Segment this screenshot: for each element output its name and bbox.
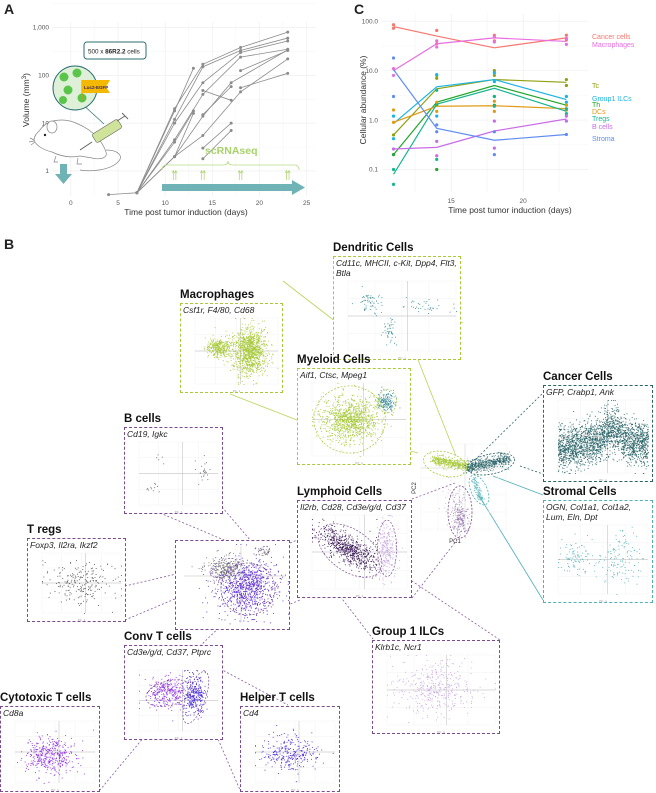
ilc-pca-scatter: PC_1 <box>373 641 501 735</box>
scatter-points <box>312 515 403 585</box>
scatter-points <box>558 400 649 474</box>
cancer-pca-scatter: PC_1 <box>544 386 654 483</box>
stromal-cluster-title: Stromal Cells <box>543 486 617 498</box>
bcells-pca-scatter: PC_1 <box>125 428 224 515</box>
scatter-points <box>17 730 94 784</box>
cytotoxic-pca-scatter: PC_1 <box>1 707 101 793</box>
tregs-cluster-title: T regs <box>27 524 62 536</box>
cancer-cluster-title: Cancer Cells <box>543 371 613 383</box>
pc2-axis-label: PC2 <box>412 482 418 494</box>
connector-line <box>230 394 297 420</box>
macrophages-pca-scatter: PC_1 <box>181 304 284 394</box>
svg-text:PC_1: PC_1 <box>398 356 406 360</box>
dendritic-pca-scatter: PC_1 <box>334 257 462 361</box>
central-pca-plot: PC1 PC2 <box>405 440 515 550</box>
bcells-cluster-title: B cells <box>124 413 161 425</box>
t-cell-overview-panel <box>175 540 290 630</box>
tregs-pca-scatter: PC_1 <box>28 539 127 623</box>
macrophages-cluster-title: Macrophages <box>180 289 254 301</box>
helper-cluster-title: Helper T cells <box>240 692 315 704</box>
scatter-points <box>255 725 334 782</box>
ilc-cluster-title: Group 1 ILCs <box>372 626 444 638</box>
scatter-points <box>558 527 644 595</box>
svg-text:PC_1: PC_1 <box>233 389 241 393</box>
scatter-points <box>192 544 289 629</box>
lymphoid-pca-scatter: PC_1 <box>298 501 413 599</box>
scatter-points <box>204 318 279 385</box>
convt-cluster-title: Conv T cells <box>124 631 192 643</box>
svg-text:PC_1: PC_1 <box>599 478 607 482</box>
dendritic-cluster-title: Dendritic Cells <box>333 242 414 254</box>
lymphoid-cluster-title: Lymphoid Cells <box>297 486 382 498</box>
t-cell-overview-scatter <box>176 541 291 631</box>
helper-pca-scatter: PC_1 <box>241 707 341 793</box>
svg-text:PC_1: PC_1 <box>355 461 363 465</box>
scatter-points <box>312 383 400 457</box>
convt-pca-scatter: PC_1 <box>125 646 224 741</box>
scatter-points <box>139 670 208 721</box>
stromal-pca-scatter: PC_1 <box>544 501 654 604</box>
myeloid-pca-scatter: PC_1 <box>298 369 412 466</box>
scatter-points <box>387 655 496 723</box>
pc1-axis-label: PC1 <box>449 539 461 545</box>
myeloid-cluster-title: Myeloid Cells <box>297 354 371 366</box>
connector-line <box>520 466 543 474</box>
cytotoxic-cluster-title: Cytotoxic T cells <box>0 692 91 704</box>
